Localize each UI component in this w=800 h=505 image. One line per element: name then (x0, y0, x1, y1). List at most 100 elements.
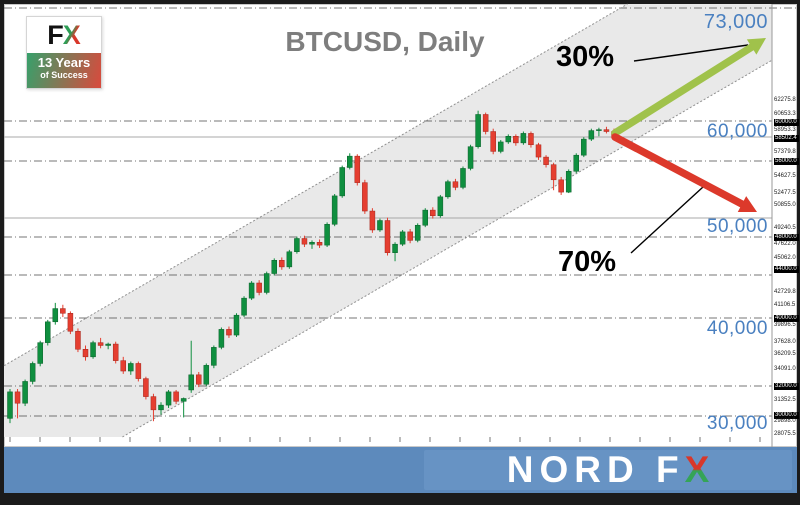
candle-body (407, 231, 413, 241)
candle-body (558, 179, 564, 193)
price-axis-tick-label: 41106.5 (774, 302, 796, 308)
candle-body (498, 141, 504, 152)
candle-body (399, 231, 406, 245)
target-price-73000: 73,000 (703, 11, 768, 33)
candle-body (460, 168, 466, 188)
candle-body (286, 251, 293, 268)
price-axis-tick-label: 62275.8 (774, 97, 796, 103)
price-axis-level-badge: 48000.0 (774, 234, 799, 241)
candle-body (384, 220, 391, 253)
candle-body (354, 155, 361, 183)
candle-body (392, 243, 398, 253)
price-axis-tick-label: 36209.5 (774, 351, 796, 357)
candle-body (347, 155, 353, 168)
candle-body (256, 282, 262, 293)
price-axis-tick-label: 49240.5 (774, 225, 796, 231)
candle-body (211, 347, 217, 366)
candle-body (513, 136, 519, 144)
fx-logo-icon: F X (27, 17, 101, 53)
price-axis-level-badge: 32000.0 (774, 383, 799, 390)
candle-body (90, 342, 96, 358)
candle-body (60, 308, 66, 314)
price-axis-tick-label: 39896.5 (774, 322, 796, 328)
candle-body (14, 391, 21, 404)
candle-body (233, 314, 240, 336)
candle-body (67, 313, 74, 332)
price-axis-tick-label: 37628.0 (774, 339, 796, 345)
candle-body (97, 342, 104, 346)
candle-body (543, 156, 549, 165)
price-axis-tick-label: 57379.8 (774, 149, 796, 155)
candle-body (226, 329, 232, 336)
candle-body (294, 238, 300, 253)
price-axis-level-badge: 30000.0 (774, 412, 799, 419)
candle-body (414, 224, 421, 241)
bearish-scenario-arrow (611, 133, 750, 210)
price-axis-level-badge: 40000.0 (774, 315, 799, 322)
candle-body (45, 321, 51, 343)
candle-body (52, 308, 59, 323)
logo-letter-f: F (47, 19, 63, 50)
price-axis-tick-label: 42729.8 (774, 289, 796, 295)
candle-body (475, 114, 481, 147)
candle-body (135, 363, 142, 379)
price-axis-level-badge: 60000.0 (774, 119, 799, 126)
candle-body (279, 260, 285, 268)
nordfx-logo: F X 13 Years of Success (26, 16, 102, 89)
candle-body (331, 195, 338, 225)
candle-body (75, 331, 81, 350)
price-axis-tick-label: 47622.0 (774, 241, 796, 247)
candle-body (248, 282, 255, 299)
candle-body (150, 396, 157, 411)
candle-body (581, 138, 587, 156)
candle-body (482, 114, 489, 132)
annotation-pointer-line (633, 44, 749, 62)
candle-body (29, 363, 36, 382)
candle-body (218, 329, 225, 348)
logo-anniversary-band: 13 Years of Success (27, 53, 101, 88)
candle-body (271, 260, 277, 274)
candle-body (422, 209, 428, 226)
candle-body (596, 129, 602, 131)
candle-body (452, 181, 459, 188)
candle-body (377, 220, 383, 231)
bullish-scenario-arrow-head (746, 38, 766, 55)
candle-body (309, 242, 315, 245)
candle-body (467, 146, 474, 169)
price-level-30000: 30,000 (706, 413, 768, 434)
candle-body (573, 154, 579, 172)
brand-name-text: NORD F (506, 449, 685, 490)
candle-body (603, 129, 610, 132)
price-axis-tick-label: 28075.5 (774, 431, 796, 437)
candle-body (339, 167, 345, 197)
candle-body (196, 374, 202, 385)
price-axis-level-badge: 58502.4 (774, 135, 799, 142)
price-axis-tick-label: 54627.5 (774, 173, 796, 179)
logo-subtitle-text: of Success (40, 70, 88, 80)
price-axis-tick-label: 31352.5 (774, 397, 796, 403)
candle-body (203, 365, 210, 385)
candle-body (112, 343, 119, 361)
bearish-scenario-arrow-head (737, 196, 757, 213)
price-axis-tick-label: 60653.3 (774, 111, 796, 117)
candle-body (301, 238, 308, 245)
candle-body (369, 210, 376, 231)
page-title: BTCUSD, Daily (285, 26, 485, 57)
candle-body (588, 130, 595, 140)
candle-body (128, 363, 134, 372)
price-level-60000: 60,000 (706, 121, 768, 142)
price-axis-level-badge: 56000.0 (774, 158, 799, 165)
bearish-probability-label: 70% (558, 246, 617, 278)
candle-body (180, 398, 187, 402)
price-axis-tick-label: 45062.0 (774, 255, 796, 261)
price-axis-tick-label: 58953.3 (774, 127, 796, 133)
candle-body (120, 360, 126, 372)
candle-body (430, 209, 436, 217)
price-axis-tick-label: 34091.0 (774, 366, 796, 372)
candle-body (437, 196, 444, 217)
bullish-probability-label: 30% (556, 41, 615, 73)
candle-body (143, 378, 149, 397)
candle-body (316, 242, 323, 246)
